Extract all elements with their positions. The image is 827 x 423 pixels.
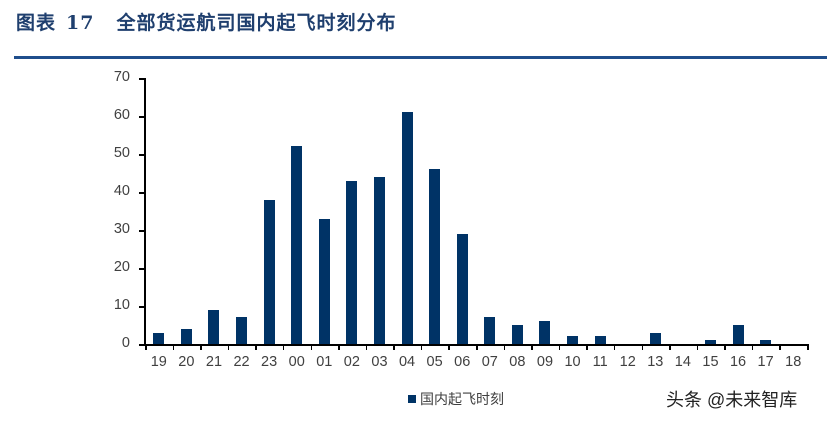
bar — [208, 309, 220, 344]
bar — [429, 169, 441, 344]
bar — [373, 176, 385, 344]
bar — [594, 336, 606, 344]
x-tick — [200, 344, 202, 350]
x-tick-label: 09 — [536, 354, 554, 370]
bar — [291, 146, 303, 344]
y-tick-label: 10 — [113, 297, 130, 313]
title-divider — [14, 56, 827, 59]
y-axis — [144, 78, 146, 345]
figure-title: 全部货运航司国内起飞时刻分布 — [116, 12, 397, 34]
x-tick — [558, 344, 561, 350]
y-tick-label: 20 — [113, 259, 130, 275]
bar — [539, 321, 551, 344]
x-tick — [641, 344, 643, 350]
x-tick-label: 05 — [426, 354, 443, 370]
bar — [456, 233, 468, 344]
x-tick — [420, 344, 423, 350]
x-tick-label: 23 — [261, 354, 278, 370]
x-tick — [503, 344, 506, 350]
bar — [180, 328, 192, 344]
x-tick — [365, 344, 368, 350]
bar — [346, 180, 358, 344]
x-tick — [807, 344, 809, 350]
x-tick — [145, 344, 147, 350]
x-tick-label: 13 — [647, 354, 664, 370]
bar — [511, 325, 523, 344]
x-tick — [310, 344, 312, 350]
bar — [263, 199, 275, 344]
x-tick-label: 02 — [343, 354, 360, 370]
bar — [236, 317, 248, 344]
x-tick — [751, 344, 754, 350]
y-tick — [139, 268, 145, 270]
y-tick-label: 50 — [113, 145, 130, 161]
legend-label: 国内起飞时刻 — [420, 391, 504, 407]
x-tick-label: 17 — [757, 354, 774, 370]
x-tick-label: 01 — [316, 354, 333, 370]
x-tick-label: 10 — [564, 354, 581, 370]
x-tick — [779, 344, 781, 350]
x-tick-label: 19 — [150, 354, 167, 370]
y-tick-label: 60 — [113, 107, 130, 123]
legend: 国内起飞时刻 — [408, 389, 504, 409]
x-tick-label: 16 — [729, 354, 747, 370]
x-tick-label: 08 — [509, 354, 526, 370]
x-tick-label: 15 — [702, 354, 719, 370]
x-tick — [724, 344, 726, 350]
bar — [401, 112, 413, 344]
bar — [318, 218, 330, 344]
x-tick-label: 22 — [233, 354, 250, 370]
y-tick — [139, 230, 145, 232]
x-tick-label: 06 — [454, 354, 471, 370]
y-tick-label: 0 — [121, 335, 130, 351]
bar — [484, 317, 496, 344]
y-tick — [139, 78, 145, 80]
x-tick-label: 12 — [619, 354, 636, 370]
x-axis — [144, 344, 807, 346]
x-tick — [282, 344, 285, 350]
bar — [153, 332, 165, 344]
y-tick — [139, 344, 145, 346]
x-tick — [531, 344, 533, 350]
y-tick — [139, 154, 145, 156]
x-tick — [476, 344, 478, 350]
figure-number: 17 — [66, 12, 95, 34]
x-tick — [448, 344, 450, 350]
y-tick-label: 70 — [113, 69, 130, 85]
y-tick-label: 30 — [113, 221, 130, 237]
x-tick-label: 11 — [592, 354, 608, 370]
bar — [649, 332, 661, 344]
x-tick — [338, 344, 340, 350]
legend-swatch — [408, 395, 416, 403]
x-tick-label: 07 — [481, 354, 498, 370]
x-tick-label: 18 — [785, 354, 802, 370]
figure-label: 图表 — [16, 12, 57, 34]
x-tick — [227, 344, 230, 350]
x-tick — [669, 344, 671, 350]
x-tick — [393, 344, 395, 350]
bar — [704, 340, 716, 344]
y-tick — [139, 192, 145, 194]
x-tick-label: 00 — [288, 354, 305, 370]
y-tick — [139, 116, 145, 118]
x-tick — [255, 344, 257, 350]
x-tick — [613, 344, 616, 350]
x-tick-label: 03 — [371, 354, 388, 370]
x-tick — [586, 344, 588, 350]
x-tick-label: 21 — [205, 354, 223, 370]
x-tick-label: 14 — [674, 354, 691, 370]
x-tick-label: 04 — [398, 354, 416, 370]
x-tick-label: 20 — [178, 354, 195, 370]
chart-title: 图表 17 全部货运航司国内起飞时刻分布 — [16, 8, 396, 35]
bar — [732, 325, 744, 344]
watermark: 头条 @未来智库 — [666, 390, 798, 410]
x-tick — [172, 344, 175, 350]
y-tick — [139, 306, 145, 308]
y-tick-label: 40 — [113, 183, 130, 199]
bar — [760, 340, 772, 344]
bar — [567, 336, 579, 344]
x-tick — [696, 344, 699, 350]
